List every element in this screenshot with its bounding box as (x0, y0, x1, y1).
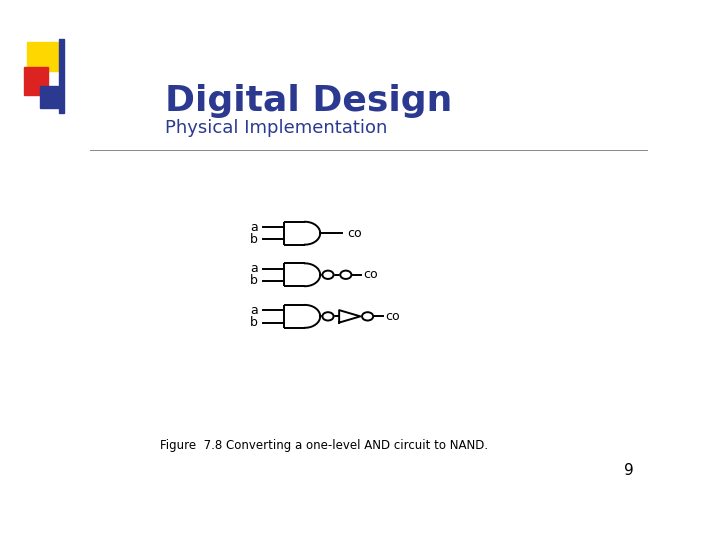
Text: a: a (251, 262, 258, 275)
Text: Physical Implementation: Physical Implementation (166, 119, 387, 137)
Circle shape (323, 312, 333, 321)
Text: b: b (251, 316, 258, 329)
Text: a: a (251, 220, 258, 233)
Text: Digital Design: Digital Design (166, 84, 453, 118)
Text: 9: 9 (624, 463, 634, 478)
Circle shape (362, 312, 373, 321)
Text: co: co (347, 227, 361, 240)
Text: co: co (364, 268, 378, 281)
Circle shape (341, 271, 351, 279)
Text: b: b (251, 233, 258, 246)
Text: a: a (251, 303, 258, 316)
Text: co: co (385, 310, 400, 323)
Circle shape (323, 271, 333, 279)
Text: Figure  7.8 Converting a one-level AND circuit to NAND.: Figure 7.8 Converting a one-level AND ci… (161, 439, 488, 452)
Text: b: b (251, 274, 258, 287)
